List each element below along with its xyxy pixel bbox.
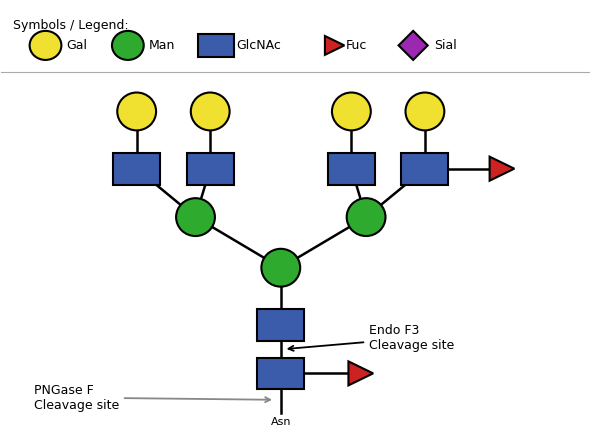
Text: GlcNAc: GlcNAc — [236, 39, 281, 52]
Ellipse shape — [261, 249, 300, 287]
Ellipse shape — [176, 198, 215, 236]
Ellipse shape — [347, 198, 385, 236]
Text: Symbols / Legend:: Symbols / Legend: — [13, 19, 129, 32]
Ellipse shape — [117, 93, 156, 130]
Bar — [328, 153, 375, 185]
Polygon shape — [349, 361, 373, 385]
Text: Sial: Sial — [434, 39, 456, 52]
Bar — [187, 153, 233, 185]
Text: Man: Man — [148, 39, 175, 52]
Ellipse shape — [332, 93, 371, 130]
Text: Gal: Gal — [66, 39, 87, 52]
Text: Asn: Asn — [271, 417, 291, 427]
Bar — [257, 358, 304, 389]
Bar — [401, 153, 449, 185]
Text: PNGase F
Cleavage site: PNGase F Cleavage site — [34, 384, 270, 412]
Polygon shape — [325, 36, 345, 55]
Bar — [199, 34, 233, 57]
Text: Fuc: Fuc — [346, 39, 367, 52]
Polygon shape — [489, 157, 514, 181]
Bar — [113, 153, 160, 185]
Ellipse shape — [405, 93, 444, 130]
Polygon shape — [398, 31, 428, 60]
Text: Endo F3
Cleavage site: Endo F3 Cleavage site — [288, 324, 454, 352]
Ellipse shape — [30, 31, 61, 60]
Ellipse shape — [191, 93, 230, 130]
Ellipse shape — [112, 31, 144, 60]
Bar — [257, 309, 304, 341]
